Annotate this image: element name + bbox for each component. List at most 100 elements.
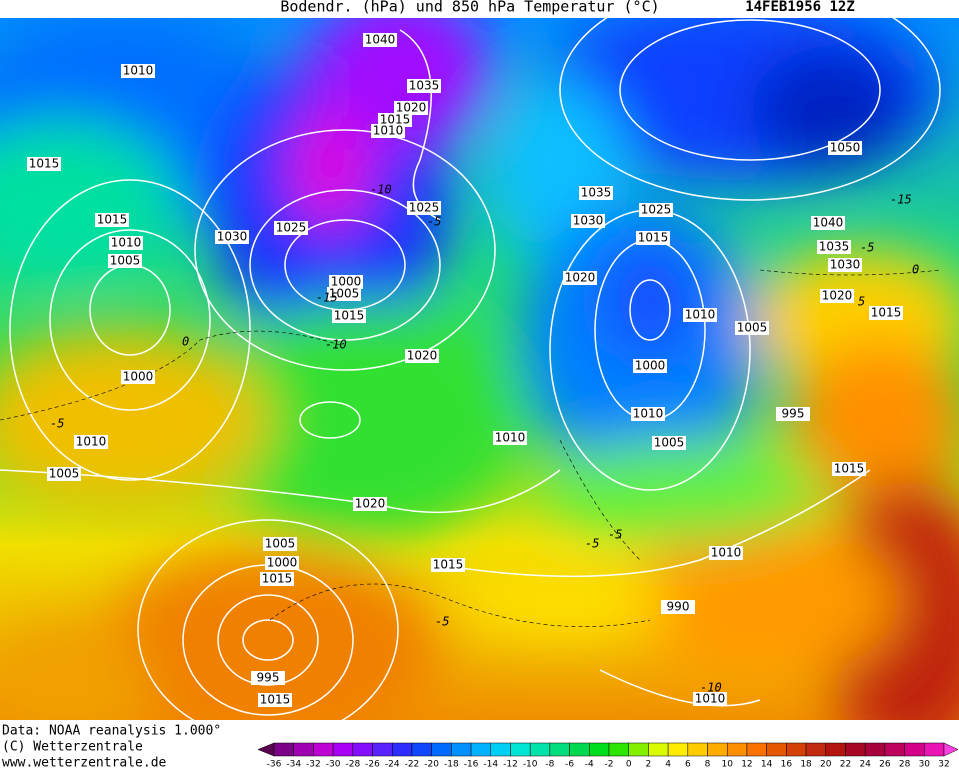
isobar-label: 1015 [638,231,669,245]
isobar-label-bg [27,157,61,171]
isobar-label-bg [258,693,292,707]
colorbar-label: -6 [565,760,574,770]
isobar-label: 1015 [97,213,128,227]
colorbar-box [411,742,432,757]
isobar-label-bg [633,359,667,373]
isobar-label-bg [828,258,862,272]
colorbar: -36 -34 -32 -30 -28 -26 -24 -22 -20 -18 -16 -14 -12-… [257,742,959,770]
isobar-label: 1010 [123,64,154,78]
colorbar-label: -16 [464,760,479,770]
colorbar-label: 8 [705,760,711,770]
isotherm-label: -10 [700,681,722,695]
isobar-label-bg [353,497,387,511]
isobar-label: 1000 [635,359,666,373]
colorbar-label: 24 [859,760,871,770]
isobar-label-bg [709,546,743,560]
colorbar-box [746,742,767,757]
isobar-label: 1005 [49,467,80,481]
isobar-label-bg [121,64,155,78]
colorbar-label: -26 [365,760,380,770]
colorbar-label: 20 [820,760,832,770]
colorbar-box [490,742,511,757]
isobar-label-bg [431,558,465,572]
isobar-label-bg [378,113,412,127]
isobar-label: 1010 [111,236,142,250]
isobar-label: 995 [257,671,280,685]
isobar-label: 995 [782,407,805,421]
colorbar-box [825,742,846,757]
isobar-labels: 1040101010351020101510101015105010151030… [27,33,919,707]
colorbar-label: 10 [722,760,734,770]
colorbar-box [313,742,334,757]
isobar-label: 1030 [573,214,604,228]
isobar-label-bg [493,431,527,445]
isobar-label-bg [251,671,285,685]
colorbar-box [510,742,531,757]
colorbar-label: 12 [741,760,752,770]
colorbar-label: -32 [306,760,321,770]
colorbar-box [372,742,393,757]
isobar-label-bg [683,308,717,322]
isobar-label: 1000 [267,556,298,570]
isobar-label-bg [394,101,428,115]
isobar-label: 1010 [711,546,742,560]
isobar-label-bg [95,213,129,227]
colorbar-label: 4 [665,760,671,770]
colorbar-box [864,742,886,757]
data-source: Data: NOAA reanalysis 1.000° [2,724,221,739]
isobar-label: 1010 [685,308,716,322]
colorbar-box [904,742,925,757]
isobar-label: 1015 [834,462,865,476]
isobar-label-bg [121,370,155,384]
colorbar-label: 22 [840,760,851,770]
isobar-label-bg [776,407,810,421]
isobar-label-bg [329,275,363,289]
isobar-label-bg [327,287,361,301]
colorbar-label: 0 [626,760,632,770]
isobar-label-bg [820,289,854,303]
colorbar-box [470,742,492,757]
isobar-label: 1010 [495,431,526,445]
website: www.wetterzentrale.de [2,756,167,771]
colorbar-box [391,742,413,757]
isotherm-label: -5 [585,537,599,551]
colorbar-box [667,742,689,757]
isobar-label-bg [332,309,366,323]
isobar-label-bg [274,221,308,235]
colorbar-label: 14 [761,760,773,770]
isotherm-label: -15 [890,193,912,207]
isotherms [0,269,941,627]
isobar-label: 1020 [355,497,386,511]
isobar-label-bg [693,692,727,706]
colorbar-label: -10 [523,760,538,770]
isobar-label: 1010 [76,435,107,449]
isobar-label-bg [639,203,673,217]
isobar-label: 1015 [380,113,411,127]
colorbar-box [273,742,294,757]
copyright: (C) Wetterzentrale [2,740,143,755]
isobar-label-bg [371,124,405,138]
map-date: 14FEB1956 12Z [745,0,855,15]
colorbar-label: -4 [585,760,594,770]
isobar-label: 1035 [409,79,440,93]
colorbar-label: 32 [938,760,949,770]
isobar-label: 1010 [373,124,404,138]
isobar-label-bg [631,407,665,421]
isotherm-label: -10 [325,338,347,352]
isobar-label: 1015 [260,693,291,707]
isobar-label: 1015 [29,157,60,171]
isobar-label: 1005 [265,537,296,551]
isobar-label: 1005 [654,436,685,450]
colorbar-label: 30 [919,760,931,770]
colorbar-box [352,742,373,757]
isobar-label-bg [363,33,397,47]
isobar-label: 1025 [641,203,672,217]
isotherm-label: 0 [182,335,189,349]
colorbar-box [766,742,787,757]
isobar-label: 1015 [871,306,902,320]
isobar-label-bg [571,214,605,228]
colorbar-label: -24 [385,760,400,770]
isobar-label: 1040 [365,33,396,47]
